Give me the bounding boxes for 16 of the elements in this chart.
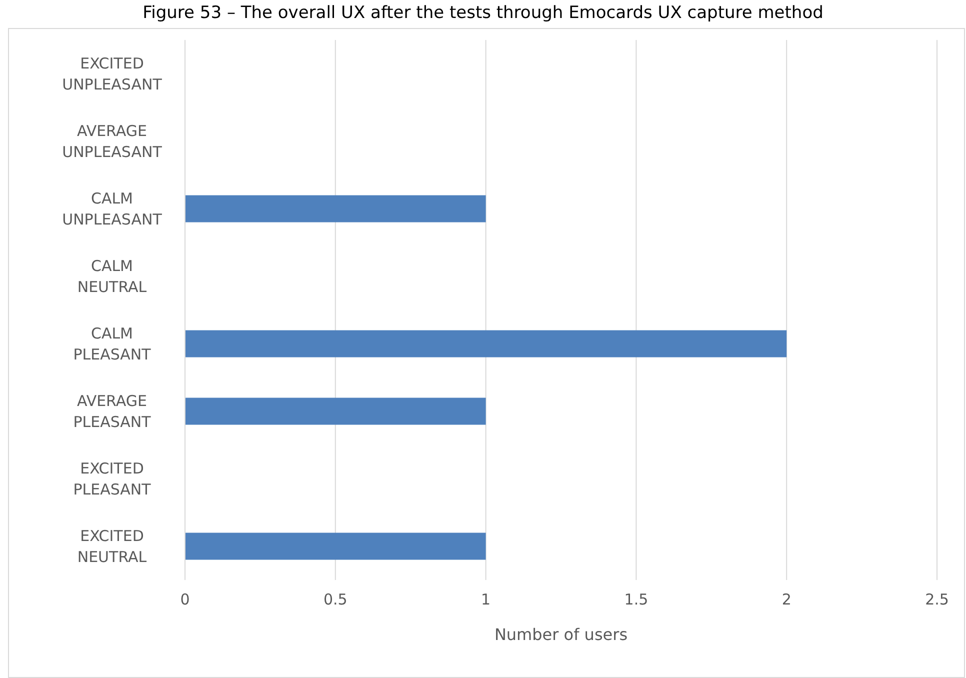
chart-title: Figure 53 – The overall UX after the tests through Emocards UX capture method <box>142 3 824 23</box>
y-tick-label: AVERAGE PLEASANT <box>73 392 152 431</box>
y-tick-label: AVERAGE UNPLEASANT <box>62 122 163 161</box>
y-tick-label: CALM UNPLEASANT <box>62 189 163 228</box>
y-tick-label: EXCITED UNPLEASANT <box>62 54 163 94</box>
y-tick-label: EXCITED PLEASANT <box>73 459 152 498</box>
x-axis-title: Number of users <box>494 625 628 644</box>
x-tick-label: 1.5 <box>624 590 648 609</box>
x-tick-label: 2.5 <box>925 590 949 609</box>
x-tick-label: 1 <box>481 590 491 609</box>
x-tick-label: 0 <box>180 590 190 609</box>
y-tick-label: CALM PLEASANT <box>73 324 152 364</box>
x-tick-label: 2 <box>782 590 792 609</box>
y-tick-label: EXCITED NEUTRAL <box>77 526 148 566</box>
x-tick-label: 0.5 <box>323 590 348 609</box>
y-tick-label: CALM NEUTRAL <box>77 256 148 296</box>
